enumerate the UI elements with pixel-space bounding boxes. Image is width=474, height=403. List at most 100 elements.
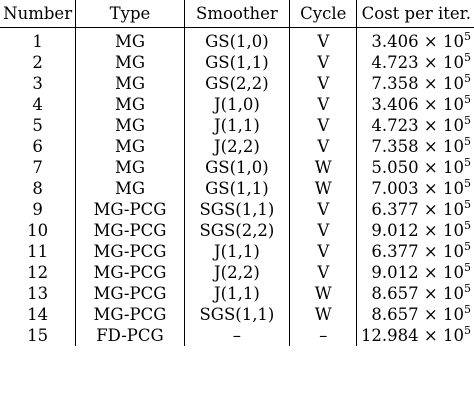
cell-smoother: GS(1,0) xyxy=(183,157,290,178)
cost-base: 10 xyxy=(443,200,464,219)
cell-cost: 9.012 × 105 xyxy=(356,262,474,283)
cost-exponent: 5 xyxy=(464,281,471,295)
cost-times: × xyxy=(423,263,438,282)
cell-cost: 7.358 × 105 xyxy=(356,71,474,94)
cell-type: FD-PCG xyxy=(75,325,185,346)
cost-base: 10 xyxy=(443,179,464,198)
table-row: 10 MG-PCG SGS(2,2) V 9.012 × 105 xyxy=(0,220,474,241)
cell-cost: 12.984 × 105 xyxy=(356,323,474,346)
cell-number: 12 xyxy=(27,263,49,282)
header-cycle: Cycle xyxy=(289,0,357,28)
cell-cost: 8.657 × 105 xyxy=(356,302,474,325)
cost-mantissa: 8.657 xyxy=(371,284,419,303)
cell-cycle: V xyxy=(289,94,357,115)
cell-type: MG xyxy=(75,27,185,52)
cell-type: MG-PCG xyxy=(75,304,185,325)
cell-cycle: V xyxy=(289,136,357,157)
cost-mantissa: 8.657 xyxy=(371,305,419,324)
cost-times: × xyxy=(423,53,438,72)
cost-base: 10 xyxy=(443,305,464,324)
cost-times: × xyxy=(423,200,438,219)
cell-type: MG-PCG xyxy=(75,199,185,220)
cell-cost: 4.723 × 105 xyxy=(356,113,474,136)
cost-mantissa: 9.012 xyxy=(371,263,419,282)
cost-exponent: 5 xyxy=(464,323,471,337)
cell-number: 14 xyxy=(27,305,49,324)
table-row: 15 FD-PCG – – 12.984 × 105 xyxy=(0,325,474,346)
cell-cycle: V xyxy=(289,241,357,262)
cost-exponent: 5 xyxy=(464,113,471,127)
cell-cycle: V xyxy=(289,52,357,73)
table-row: 14 MG-PCG SGS(1,1) W 8.657 × 105 xyxy=(0,304,474,325)
cost-times: × xyxy=(423,221,438,240)
cost-mantissa: 3.406 xyxy=(371,32,419,51)
cost-exponent: 5 xyxy=(464,239,471,253)
cost-exponent: 5 xyxy=(464,302,471,316)
cell-number: 6 xyxy=(32,137,43,156)
cell-cost: 7.358 × 105 xyxy=(356,134,474,157)
cost-base: 10 xyxy=(443,116,464,135)
cell-number: 3 xyxy=(32,74,43,93)
cell-type: MG xyxy=(75,178,185,199)
cost-mantissa: 9.012 xyxy=(371,221,419,240)
cell-type: MG xyxy=(75,157,185,178)
cell-type: MG xyxy=(75,73,185,94)
cost-times: × xyxy=(423,95,438,114)
cost-times: × xyxy=(423,116,438,135)
cell-smoother: SGS(2,2) xyxy=(183,220,290,241)
table-row: 6 MG J(2,2) V 7.358 × 105 xyxy=(0,136,474,157)
cell-cost: 5.050 × 105 xyxy=(356,155,474,178)
cost-exponent: 5 xyxy=(464,218,471,232)
cell-cost: 3.406 × 105 xyxy=(356,92,474,115)
cell-cycle: V xyxy=(289,199,357,220)
cost-exponent: 5 xyxy=(464,29,471,43)
cost-base: 10 xyxy=(443,32,464,51)
cost-exponent: 5 xyxy=(464,50,471,64)
cost-base: 10 xyxy=(443,326,464,345)
cell-smoother: GS(2,2) xyxy=(183,73,290,94)
header-smoother: Smoother xyxy=(183,0,290,28)
cell-cycle: V xyxy=(289,73,357,94)
cost-exponent: 5 xyxy=(464,155,471,169)
table-row: 1 MG GS(1,0) V 3.406 × 105 xyxy=(0,27,474,52)
cell-type: MG xyxy=(75,52,185,73)
cost-times: × xyxy=(423,179,438,198)
cell-cycle: W xyxy=(289,157,357,178)
cell-type: MG xyxy=(75,115,185,136)
cost-base: 10 xyxy=(443,53,464,72)
cost-exponent: 5 xyxy=(464,71,471,85)
cost-times: × xyxy=(423,305,438,324)
cost-times: × xyxy=(423,326,438,345)
cost-exponent: 5 xyxy=(464,134,471,148)
table-row: 2 MG GS(1,1) V 4.723 × 105 xyxy=(0,52,474,73)
cell-cost: 7.003 × 105 xyxy=(356,176,474,199)
cost-exponent: 5 xyxy=(464,176,471,190)
cell-cost: 6.377 × 105 xyxy=(356,197,474,220)
cell-smoother: J(2,2) xyxy=(183,262,290,283)
cost-times: × xyxy=(423,242,438,261)
cost-mantissa: 7.358 xyxy=(371,137,419,156)
cell-smoother: J(1,1) xyxy=(183,241,290,262)
cell-number: 13 xyxy=(27,284,49,303)
header-type: Type xyxy=(75,0,185,28)
cell-type: MG-PCG xyxy=(75,241,185,262)
cost-base: 10 xyxy=(443,74,464,93)
cell-number: 9 xyxy=(32,200,43,219)
cost-base: 10 xyxy=(443,263,464,282)
header-row: Number Type Smoother Cycle Cost per iter… xyxy=(0,0,474,28)
cell-number: 8 xyxy=(32,179,43,198)
cell-smoother: J(1,1) xyxy=(183,283,290,304)
cost-times: × xyxy=(423,284,438,303)
cell-cycle: V xyxy=(289,262,357,283)
cost-exponent: 5 xyxy=(464,92,471,106)
cost-times: × xyxy=(423,158,438,177)
cell-cycle: V xyxy=(289,220,357,241)
cost-mantissa: 6.377 xyxy=(371,200,419,219)
table-row: 5 MG J(1,1) V 4.723 × 105 xyxy=(0,115,474,136)
cost-base: 10 xyxy=(443,242,464,261)
cell-type: MG-PCG xyxy=(75,262,185,283)
cell-cost: 9.012 × 105 xyxy=(356,218,474,241)
table-row: 12 MG-PCG J(2,2) V 9.012 × 105 xyxy=(0,262,474,283)
cost-exponent: 5 xyxy=(464,197,471,211)
cell-number: 2 xyxy=(32,53,43,72)
